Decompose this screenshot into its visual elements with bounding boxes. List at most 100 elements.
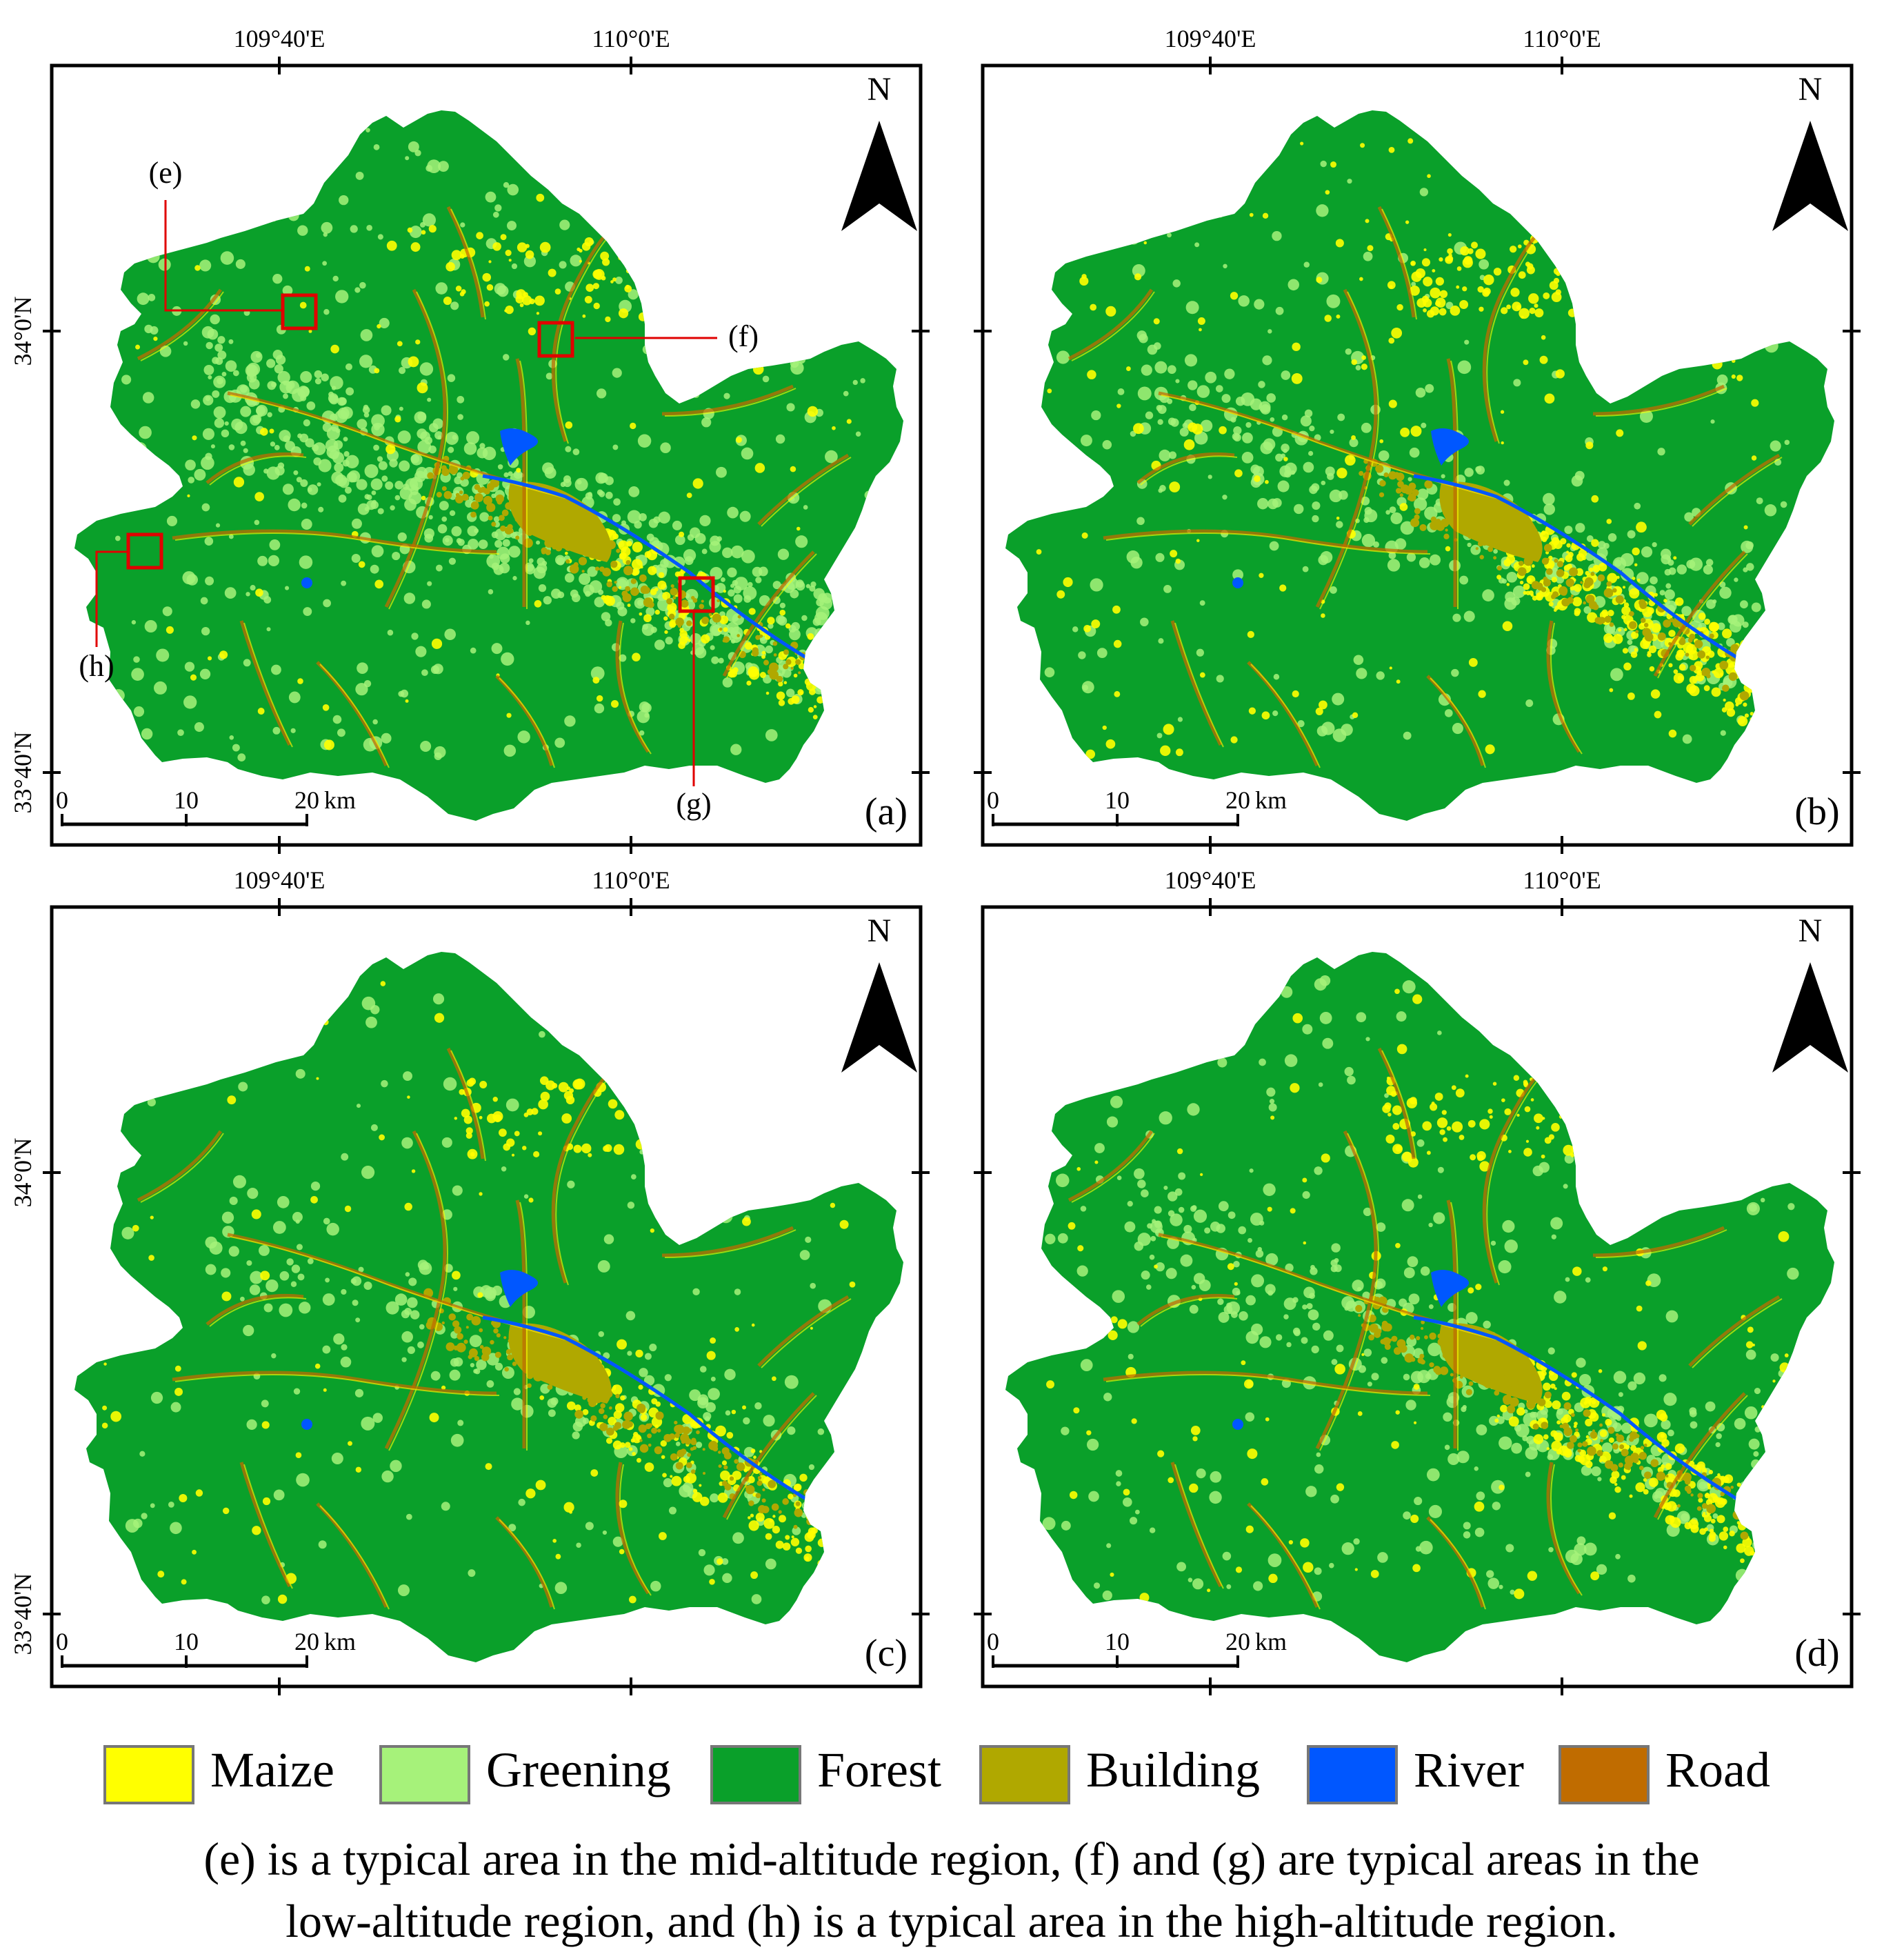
greening-patch (743, 1417, 750, 1425)
building-patch (1358, 1314, 1361, 1317)
maize-patch (671, 1475, 682, 1486)
greening-patch (435, 564, 443, 572)
maize-patch (459, 1088, 465, 1095)
maize-patch (1478, 690, 1486, 698)
greening-patch (1177, 717, 1183, 722)
greening-patch (246, 1260, 252, 1266)
maize-patch (190, 674, 197, 681)
greening-patch (299, 555, 313, 569)
building-patch (508, 1338, 512, 1343)
maize-patch (431, 638, 443, 649)
greening-patch (755, 577, 762, 584)
maize-patch (1046, 1380, 1054, 1389)
greening-patch (269, 539, 281, 550)
maize-patch (1319, 700, 1327, 710)
building-patch (1609, 622, 1614, 627)
maize-patch (1543, 1382, 1551, 1391)
maize-patch (630, 422, 637, 430)
maize-patch (632, 653, 641, 661)
greening-patch (1152, 1219, 1156, 1224)
maize-patch (701, 634, 710, 644)
greening-patch (1133, 1168, 1145, 1179)
greening-patch (1349, 438, 1359, 448)
greening-patch (1565, 1277, 1570, 1282)
greening-patch (405, 1272, 410, 1277)
greening-patch (1076, 1265, 1088, 1277)
greening-patch (142, 392, 154, 404)
building-patch (501, 509, 509, 517)
maize-patch (1637, 1341, 1647, 1351)
maize-patch (1265, 479, 1269, 484)
greening-patch (307, 1258, 314, 1264)
building-patch (736, 634, 740, 637)
building-patch (1421, 1320, 1425, 1324)
greening-patch (1613, 1371, 1627, 1384)
building-patch (1467, 521, 1472, 524)
greening-patch (567, 1180, 575, 1188)
greening-patch (554, 737, 565, 748)
greening-patch (1175, 379, 1180, 384)
building-patch (1709, 633, 1714, 639)
greening-patch (1550, 1217, 1563, 1230)
greening-patch (1314, 1166, 1323, 1175)
building-patch (1656, 1471, 1666, 1481)
greening-patch (1110, 1095, 1123, 1108)
maize-patch (1467, 1119, 1476, 1128)
maize-strip (243, 1464, 293, 1589)
greening-patch (1505, 591, 1516, 602)
greening-patch (401, 1331, 413, 1343)
building-patch (579, 1371, 589, 1380)
greening-patch (1356, 668, 1367, 679)
maize-patch (1230, 736, 1238, 744)
greening-patch (372, 499, 377, 505)
building-patch (763, 659, 770, 666)
maize-patch (602, 258, 610, 266)
building-patch (1481, 521, 1485, 526)
greening-patch (1172, 279, 1181, 288)
greening-patch (1255, 1249, 1264, 1258)
maize-patch (612, 277, 617, 282)
greening-patch (711, 656, 719, 664)
greening-patch (630, 618, 636, 624)
building-patch (687, 1453, 692, 1457)
greening-patch (361, 1416, 375, 1431)
maize-patch (679, 630, 688, 639)
greening-patch (282, 484, 294, 495)
building-patch (1396, 488, 1402, 494)
greening-patch (1196, 1468, 1206, 1479)
greening-patch (1159, 449, 1171, 461)
greening-patch (547, 1398, 557, 1408)
greening-patch (443, 1077, 457, 1091)
reservoir (500, 1270, 538, 1307)
greening-patch (1204, 1227, 1211, 1234)
greening-patch (439, 501, 449, 511)
maize-patch (1585, 1418, 1593, 1426)
building-patch (1489, 1357, 1495, 1364)
maize-patch (1485, 744, 1495, 755)
maize-patch (1500, 410, 1505, 414)
north-label: N (868, 913, 892, 949)
greening-patch (594, 703, 605, 714)
building-patch (1490, 519, 1496, 525)
road-line (1653, 1392, 1746, 1519)
maize-patch (417, 382, 428, 394)
maize-patch (1719, 673, 1723, 677)
greening-patch (352, 1276, 362, 1286)
greening-patch (125, 1519, 139, 1533)
maize-strip (140, 1133, 224, 1203)
maize-patch (1716, 1515, 1725, 1524)
maize-patch (1351, 435, 1356, 440)
greening-patch (148, 294, 156, 301)
greening-patch (684, 556, 694, 566)
greening-patch (497, 464, 503, 470)
maize-patch (1402, 1151, 1412, 1162)
road-line (1688, 453, 1781, 526)
building-patch (1635, 630, 1639, 634)
greening-patch (417, 412, 427, 421)
maize-patch (1567, 551, 1574, 558)
maize-patch (1612, 634, 1623, 644)
building-patch (729, 1476, 734, 1481)
maize-patch (1506, 304, 1512, 310)
greening-patch (725, 1410, 731, 1416)
building-patch (681, 1440, 685, 1444)
